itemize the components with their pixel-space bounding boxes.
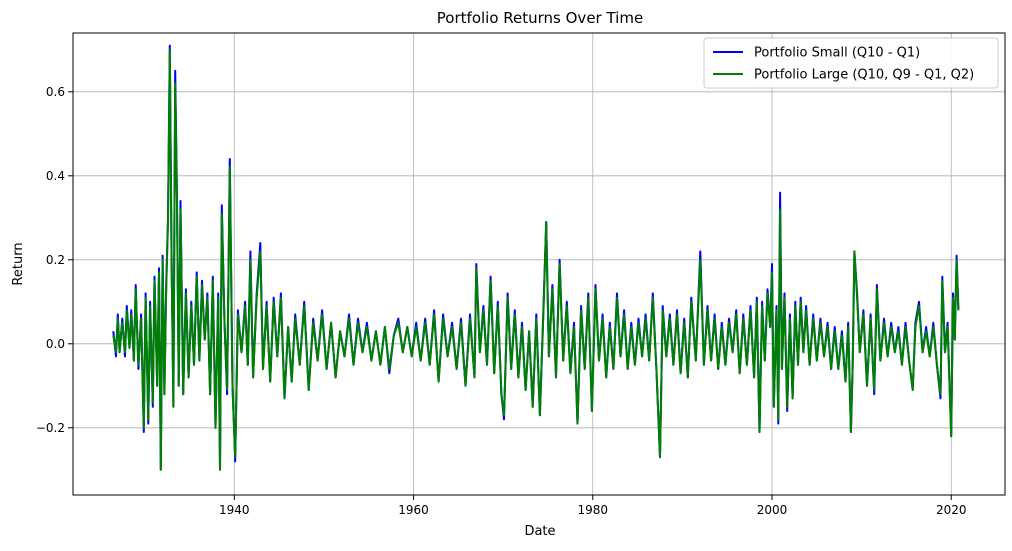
legend-box	[703, 37, 999, 89]
legend-label-portfolio-large: Portfolio Large (Q10, Q9 - Q1, Q2)	[754, 68, 974, 83]
y-tick-label: 0.6	[46, 85, 65, 99]
x-tick-label: 1940	[219, 503, 250, 517]
series-lines	[112, 44, 960, 471]
series-line-portfolio-large	[112, 48, 960, 471]
y-tick-label: 0.0	[46, 337, 65, 351]
y-axis-label: Return	[11, 242, 26, 285]
legend-label-portfolio-small: Portfolio Small (Q10 - Q1)	[754, 46, 920, 61]
legend: Portfolio Small (Q10 - Q1) Portfolio Lar…	[703, 37, 999, 89]
x-tick-label: 1960	[398, 503, 429, 517]
y-axis: −0.2 0.0 0.2 0.4 0.6	[36, 85, 73, 435]
y-tick-label: −0.2	[36, 421, 65, 435]
x-tick-label: 1980	[577, 503, 608, 517]
x-axis-label: Date	[524, 524, 555, 539]
y-tick-label: 0.4	[46, 169, 65, 183]
y-tick-label: 0.2	[46, 253, 65, 267]
x-tick-label: 2020	[936, 503, 967, 517]
x-axis: 1940 1960 1980 2000 2020	[219, 495, 967, 517]
x-tick-label: 2000	[757, 503, 788, 517]
plot-area	[72, 32, 1006, 496]
chart-title: Portfolio Returns Over Time	[437, 9, 643, 27]
